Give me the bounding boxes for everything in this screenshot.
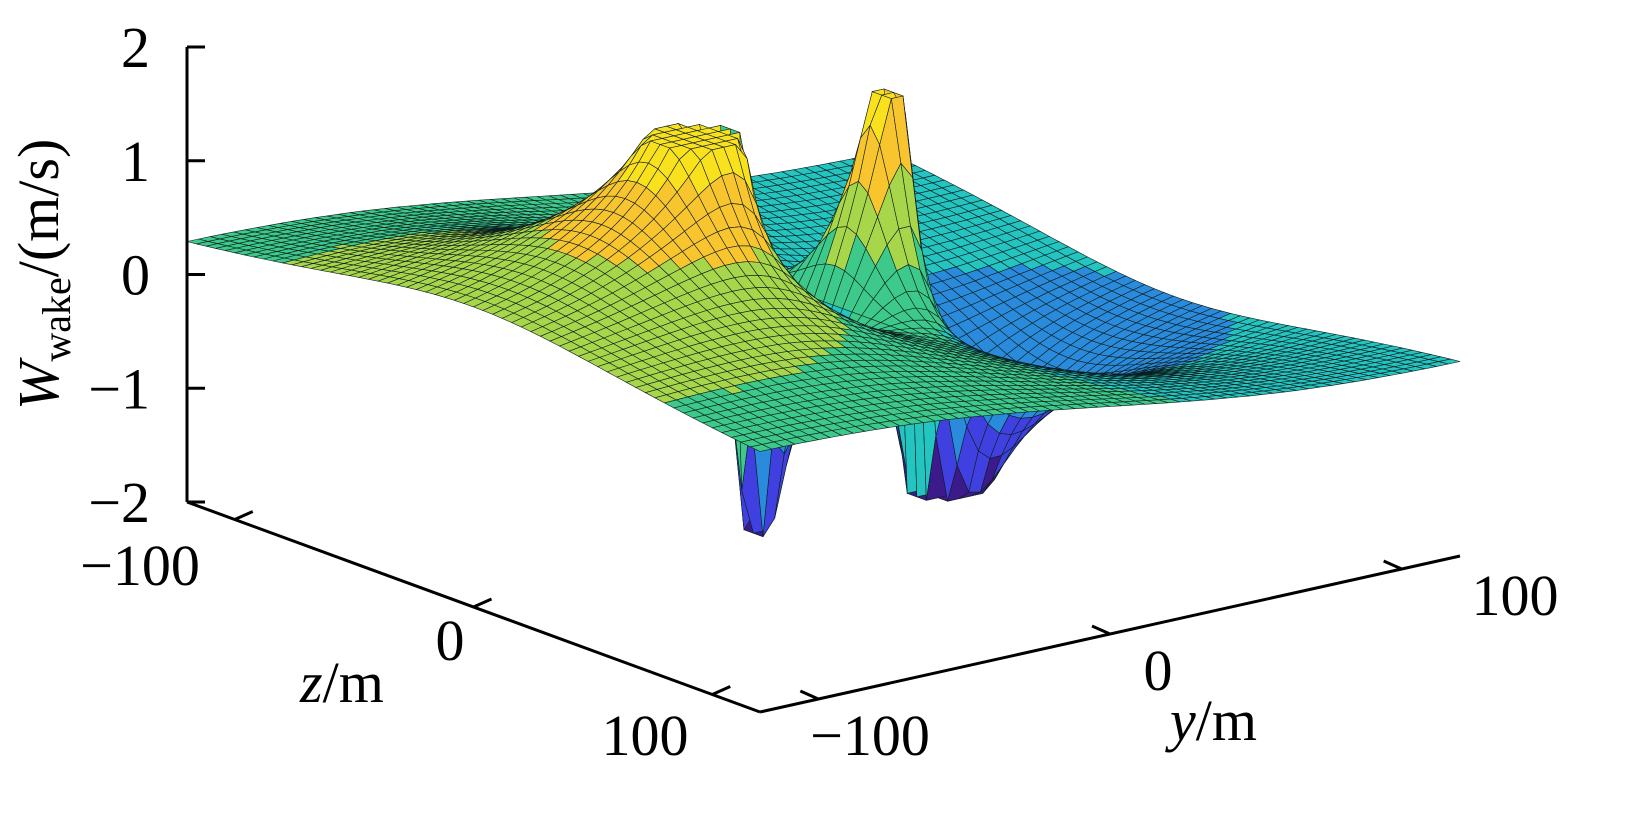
w-tick-label: 2 — [121, 15, 150, 80]
w-tick-label: 1 — [121, 129, 150, 194]
z-tick-mark — [472, 597, 493, 609]
ticks: −2 −1 0 1 2 −100 0 100 −100 0 100 — [80, 15, 1558, 768]
y-tick-mark — [1091, 624, 1111, 636]
y-tick-label: 100 — [1472, 563, 1559, 628]
surface-patch — [1438, 358, 1461, 365]
z-tick-label: −100 — [80, 533, 200, 598]
xlabel: y/m — [1165, 688, 1257, 753]
ylabel: z/m — [299, 650, 384, 715]
w-tick-label: −1 — [88, 356, 150, 421]
y-tick-mark — [1383, 559, 1403, 571]
z-tick-label: 0 — [436, 608, 465, 673]
w-tick-label: 0 — [121, 243, 150, 308]
y-tick-label: −100 — [810, 703, 930, 768]
surface-mesh — [186, 88, 1461, 538]
z-tick-mark — [711, 685, 731, 696]
z-tick-mark — [234, 510, 254, 521]
w-tick-label: −2 — [88, 470, 150, 535]
y-tick-mark — [799, 689, 819, 701]
zlabel: Wwake/(m/s) — [6, 139, 79, 410]
axis-labels: Wwake/(m/s) z/m y/m — [6, 139, 1257, 753]
z-tick-label: 100 — [602, 703, 689, 768]
y-tick-label: 0 — [1144, 638, 1173, 703]
